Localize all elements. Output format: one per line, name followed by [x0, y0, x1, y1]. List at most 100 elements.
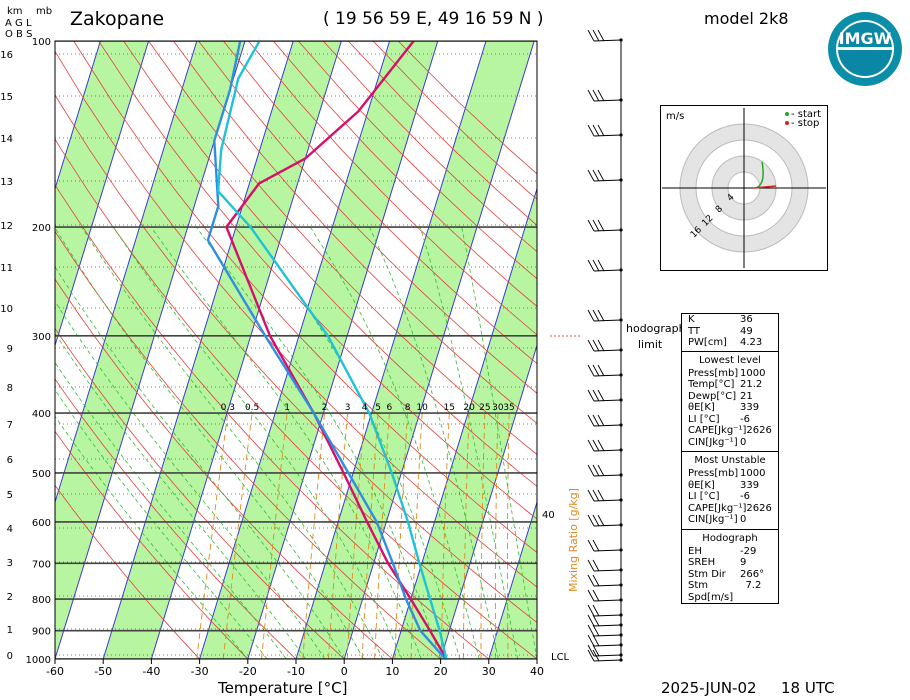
row-value: 9 — [740, 557, 747, 568]
lowest-level-title: Lowest level — [699, 354, 761, 366]
row-value: 4.23 — [740, 337, 763, 348]
barb-feather — [592, 364, 600, 377]
barb-feather — [587, 364, 595, 377]
table-row: Stm Dir 266° — [682, 569, 778, 581]
barb-feather — [592, 89, 600, 102]
hodograph-limit-line1: hodograph — [626, 322, 686, 335]
barb-feather — [592, 559, 600, 572]
table-row: Dewp[°C] 21 — [682, 391, 778, 403]
wind-barb — [587, 559, 622, 572]
barb-feather — [592, 339, 600, 352]
km-label: km — [7, 6, 23, 17]
skewt-plot: -60 -50 -40 -30 -20 -10 0 10 20 30 401002003004005… — [0, 37, 580, 678]
row-value: 339 — [740, 402, 760, 413]
x-tick-label: -30 — [191, 665, 209, 678]
row-value: 49 — [740, 325, 753, 337]
row-label: Temp[°C] — [688, 379, 735, 390]
barb-feather — [587, 559, 595, 572]
barb-feather — [587, 124, 595, 137]
hodo-start-label: - start — [791, 109, 821, 120]
barb-feather — [587, 634, 595, 647]
mixing-ratio-label: 20 — [463, 403, 475, 413]
barb-feather — [597, 489, 605, 502]
barb-feather — [587, 604, 595, 617]
table-row: Temp[°C] 21.2 — [682, 379, 778, 391]
isotherm-line — [150, 41, 342, 659]
x-tick-label: 10 — [385, 665, 399, 678]
barb-feather — [592, 124, 600, 137]
model-name: model 2k8 — [704, 9, 789, 28]
row-value: -6 — [740, 491, 750, 502]
series-dewpoint — [206, 41, 447, 659]
isotherm-band — [199, 41, 438, 659]
barb-feather — [592, 309, 600, 322]
mixing-ratio-label: 6 — [387, 403, 393, 413]
isotherm-line — [55, 41, 101, 191]
mixing-ratio-label: 5 — [375, 403, 381, 413]
x-axis-title: Temperature [°C] — [218, 679, 348, 697]
table-row: SREH 9 — [682, 557, 778, 569]
barb-feather — [592, 644, 600, 657]
hodograph-ring-label: 4 — [726, 192, 737, 203]
barb-feather — [592, 464, 600, 477]
row-value: 7.2 — [745, 580, 762, 591]
station-name: Zakopane — [70, 8, 165, 30]
row-label: Stm Spd[m/s] — [688, 580, 734, 603]
barb-feather — [597, 309, 605, 322]
pressure-label: 1000 — [26, 655, 51, 666]
barb-feather — [587, 339, 595, 352]
x-tick-label: -40 — [142, 665, 160, 678]
dry-adiabat — [123, 41, 537, 487]
row-value: -29 — [740, 545, 757, 557]
table-row: K 36 — [682, 314, 778, 326]
height-label: 8 — [7, 383, 13, 394]
row-label: CAPE[Jkg⁻¹] — [688, 425, 747, 436]
table-row: PW[cm] 4.23 — [682, 337, 778, 349]
pressure-label: 600 — [32, 518, 51, 529]
table-row: θE[K] 339 — [682, 402, 778, 414]
mixing-ratio-label: 4 — [362, 403, 368, 413]
barb-feather — [592, 169, 600, 182]
dry-adiabat — [173, 41, 537, 425]
barb-feather — [597, 464, 605, 477]
isotherm-line — [295, 41, 487, 659]
barb-feather — [587, 309, 595, 322]
hodo-start-marker — [785, 112, 789, 116]
row-value: 21 — [740, 390, 753, 402]
barb-feather — [597, 219, 605, 232]
table-row: CAPE[Jkg⁻¹] 2626 — [682, 503, 778, 515]
x-tick-label: 0 — [341, 665, 348, 678]
wind-barb — [587, 89, 622, 102]
wind-barb — [587, 364, 622, 377]
height-label: 13 — [0, 177, 13, 188]
barb-feather — [597, 89, 605, 102]
barb-feather — [587, 259, 595, 272]
time-label: 18 UTC — [781, 679, 835, 697]
isotherm-line — [55, 41, 198, 504]
row-value: -6 — [740, 413, 750, 425]
x-tick-label: -50 — [94, 665, 112, 678]
height-label: 6 — [7, 455, 13, 466]
row-value: 339 — [740, 479, 760, 491]
mixing-ratio-label: 35 — [503, 403, 514, 413]
height-label: 5 — [7, 490, 13, 501]
pressure-label: 400 — [32, 409, 51, 420]
barb-feather — [592, 604, 600, 617]
hodo-stop-marker — [785, 121, 789, 125]
barb-feather — [587, 219, 595, 232]
wind-barb — [587, 124, 622, 137]
most-unstable-title: Most Unstable — [694, 455, 766, 466]
barb-feather — [592, 514, 600, 527]
barb-feather — [592, 259, 600, 272]
table-row: EH -29 — [682, 546, 778, 558]
barb-feather — [597, 339, 605, 352]
barb-feather — [592, 489, 600, 502]
barb-feather — [592, 634, 600, 647]
barb-feather — [587, 169, 595, 182]
hodograph-ring-label: 8 — [714, 204, 725, 215]
wind-barb — [587, 309, 622, 322]
isotherm-line — [343, 41, 535, 659]
table-row: Press[mb] 1000 — [682, 468, 778, 480]
barb-feather — [597, 259, 605, 272]
